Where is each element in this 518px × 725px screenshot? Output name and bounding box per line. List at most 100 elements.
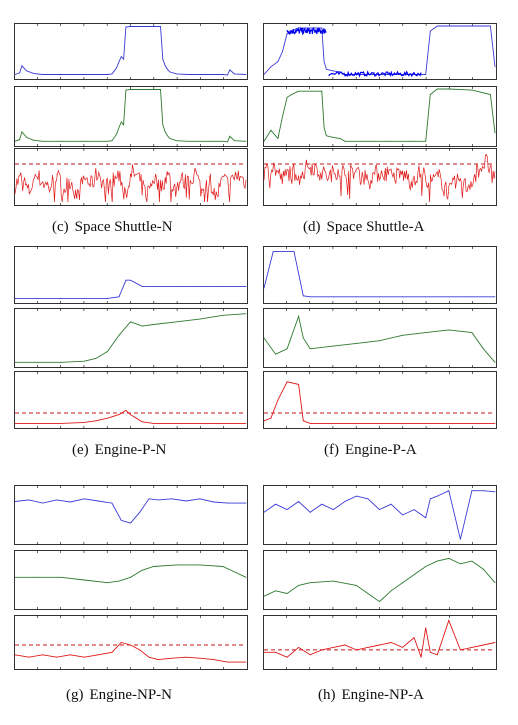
plot-h-middle-point [425, 566, 427, 567]
plot-h-top-point [332, 509, 334, 511]
plot-f-top-point [272, 251, 274, 253]
plot-g-middle-point [199, 564, 201, 566]
plot-h-middle [263, 550, 497, 610]
plot-h-bottom-series [264, 619, 496, 658]
plot-c-middle-point [14, 140, 16, 142]
plot-g-middle-frame [14, 550, 248, 610]
plot-c-bottom-point [14, 184, 16, 186]
plot-e-top-point [153, 285, 155, 287]
plot-c-middle-point [111, 140, 113, 142]
plot-f-bottom-point [270, 417, 272, 419]
plot-h-middle-point [355, 584, 357, 586]
plot-f-top-point [448, 296, 450, 298]
plot-c-bottom-point [187, 184, 189, 186]
plot-c-bottom-point [236, 173, 238, 175]
plot-c-bottom [14, 148, 248, 206]
plot-c-top-point [210, 74, 212, 75]
plot-c-top-point [118, 61, 120, 63]
plot-f-bottom-frame [263, 371, 497, 429]
plot-d-bottom-point [374, 173, 376, 175]
plot-e-top-point [125, 279, 127, 281]
plot-h-top-point [298, 501, 300, 502]
caption-d-letter: (d) [303, 219, 321, 235]
plot-e-middle-point [130, 321, 131, 323]
plot-e-middle-point [222, 314, 224, 316]
plot-d-middle-point [270, 129, 272, 131]
plot-d-top-point [332, 70, 334, 72]
plot-c-middle-point [176, 140, 178, 142]
plot-h-bottom-point [286, 656, 288, 658]
plot-d-top-point [323, 61, 325, 63]
plot-g-top-point [199, 498, 201, 500]
plot-h-middle-point [459, 563, 461, 565]
plot-d-bottom-point [485, 160, 487, 162]
plot-d-middle-point [429, 94, 431, 95]
plot-g-top-point [139, 511, 141, 513]
plot-f-middle-point [302, 337, 304, 339]
plot-e-middle-point [37, 361, 39, 363]
plot-e-bottom-point [130, 414, 131, 416]
plot-f-bottom-point [302, 420, 304, 422]
plot-g-bottom-point [28, 656, 30, 658]
plot-f-top [263, 246, 497, 304]
plot-c-top-point [164, 65, 166, 67]
plot-h-middle-point [471, 560, 473, 562]
plot-f-bottom-point [448, 422, 450, 424]
plot-h-bottom-point [448, 620, 450, 621]
plot-c-middle-point [199, 140, 201, 142]
plot-f-middle-point [494, 361, 496, 363]
plot-e-middle-point [176, 321, 178, 323]
plot-c-top-point [83, 74, 85, 75]
plot-c-top-point [245, 74, 247, 75]
plot-e-top-frame [14, 246, 248, 304]
plot-g-top-point [28, 499, 30, 501]
plot-h-top-point [482, 490, 484, 492]
plot-e-bottom-point [37, 422, 39, 424]
plot-f-top-point [263, 287, 265, 289]
plot-e-bottom-point [141, 421, 143, 423]
plot-g-middle-point [233, 571, 235, 573]
plot-g-middle-point [176, 564, 178, 566]
plot-c-bottom-point [83, 176, 85, 178]
plot-h-top-point [390, 503, 392, 505]
plot-c-middle-point [123, 124, 125, 126]
plot-f-middle-point [286, 348, 288, 350]
plot-h-top-frame [263, 485, 497, 545]
plot-d-top-point [325, 68, 327, 70]
plot-f-middle-point [379, 340, 380, 342]
plot-c-middle-point [210, 140, 212, 142]
plot-f-top-point [355, 296, 357, 298]
plot-d-middle-point [367, 140, 369, 142]
plot-c-bottom-point [118, 173, 120, 175]
plot-e-bottom-series [15, 409, 246, 424]
plot-c-bottom-point [21, 176, 23, 178]
plot-c-top-frame [14, 23, 248, 80]
caption-e: (e) Engine-P-N [72, 442, 166, 459]
plot-h-top-point [402, 514, 404, 516]
caption-f-letter: (f) [324, 442, 339, 458]
plot-c-middle-point [116, 133, 118, 135]
plot-f-top-series [263, 251, 495, 298]
plot-d-middle-point [471, 89, 473, 91]
plot-c-top-point [222, 74, 224, 75]
plot-f-bottom-point [379, 422, 380, 424]
caption-h-letter: (h) [318, 687, 336, 703]
plot-f-top-point [302, 295, 304, 297]
plot-c-middle-point [157, 89, 159, 90]
plot-c-middle-point [19, 139, 21, 141]
plot-h-bottom-point [309, 654, 311, 656]
plot-e-bottom-point [60, 422, 62, 424]
plot-c-top-point [176, 73, 178, 75]
plot-h-top-point [286, 509, 288, 511]
plot-f-middle-point [482, 348, 484, 350]
plot-c-middle-frame [14, 86, 248, 147]
plot-d-bottom-point [476, 171, 477, 173]
plot-e-bottom [14, 371, 248, 429]
plot-c-top-point [42, 74, 44, 75]
plot-d-top-point [282, 51, 283, 52]
plot-g-bottom-frame [14, 615, 248, 670]
plot-h-top-point [494, 491, 496, 493]
plot-h-top-point [436, 495, 438, 497]
plot-h-middle-point [413, 574, 415, 576]
plot-h-top-point [379, 509, 380, 511]
